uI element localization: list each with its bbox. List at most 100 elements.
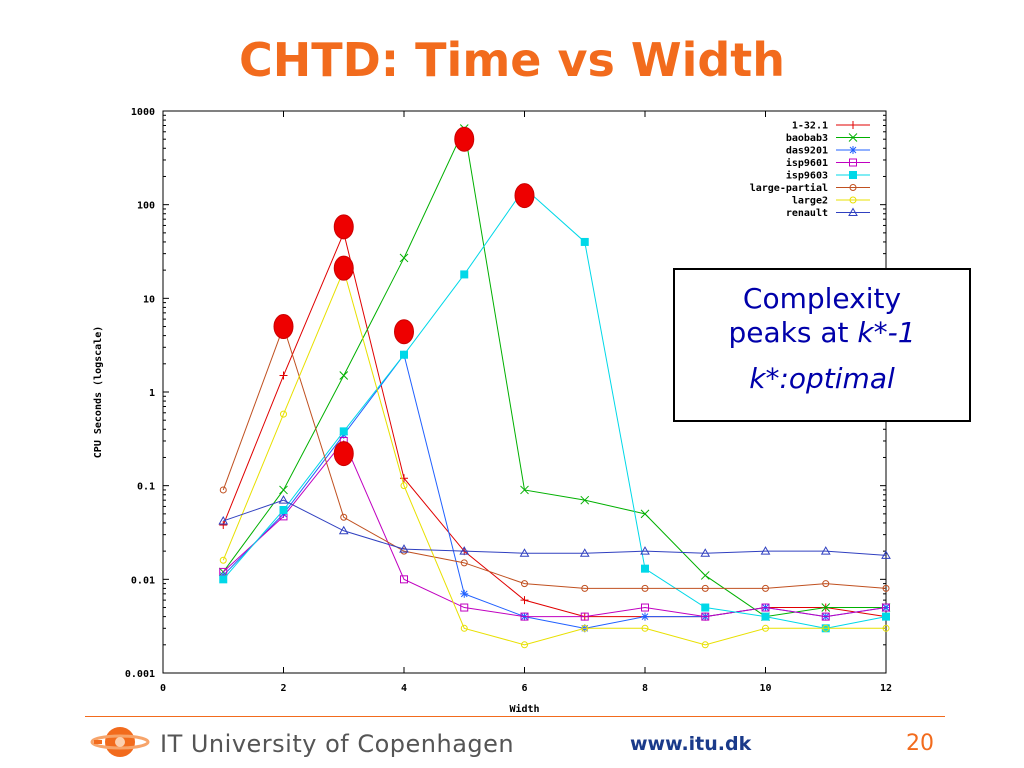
legend-marker bbox=[849, 121, 857, 129]
data-point bbox=[339, 427, 348, 436]
data-point bbox=[400, 350, 408, 359]
legend-label: das9201 bbox=[786, 146, 828, 157]
callout-line-2-italic: k*-1 bbox=[857, 316, 916, 349]
y-tick-label: 0.1 bbox=[137, 482, 155, 493]
legend-marker bbox=[848, 133, 858, 142]
x-tick-label: 10 bbox=[759, 683, 771, 694]
legend-label: isp9601 bbox=[786, 157, 828, 169]
data-point bbox=[579, 548, 590, 557]
data-point bbox=[460, 603, 469, 612]
data-point bbox=[581, 584, 589, 592]
callout-line-2: peaks at k*-1 bbox=[675, 316, 969, 350]
data-point bbox=[760, 546, 771, 555]
data-point bbox=[339, 371, 349, 380]
data-point bbox=[581, 624, 589, 632]
x-tick-label: 4 bbox=[401, 683, 407, 694]
data-point bbox=[881, 550, 891, 559]
series-renault bbox=[218, 495, 891, 559]
x-tick-label: 12 bbox=[880, 683, 892, 694]
y-tick-label: 100 bbox=[137, 201, 155, 212]
series-line bbox=[222, 268, 886, 646]
data-point bbox=[520, 612, 529, 621]
data-point bbox=[219, 575, 228, 584]
legend-label: large-partial bbox=[750, 182, 828, 194]
page-number: 20 bbox=[906, 731, 934, 756]
data-point bbox=[279, 505, 288, 514]
data-point bbox=[219, 556, 227, 564]
data-point bbox=[340, 513, 348, 521]
callout-line-3: k*:optimal bbox=[749, 362, 895, 395]
x-tick-label: 6 bbox=[521, 683, 527, 694]
data-point bbox=[882, 584, 890, 592]
series-large-partial bbox=[219, 323, 890, 592]
data-point bbox=[640, 546, 650, 555]
data-point bbox=[219, 521, 228, 530]
peak-marker bbox=[514, 183, 535, 209]
data-point bbox=[580, 237, 589, 246]
y-axis-label: CPU Seconds (logscale) bbox=[93, 326, 104, 458]
data-point bbox=[400, 474, 408, 483]
callout-line-1: Complexity bbox=[742, 282, 902, 315]
x-axis-label: Width bbox=[509, 703, 539, 715]
legend-label: renault bbox=[786, 208, 828, 219]
data-point bbox=[519, 548, 530, 557]
data-point bbox=[641, 612, 649, 621]
peak-marker bbox=[273, 314, 294, 340]
legend-marker bbox=[849, 184, 857, 191]
data-point bbox=[641, 564, 649, 573]
data-point bbox=[520, 485, 529, 495]
data-point bbox=[761, 612, 770, 621]
x-tick-label: 8 bbox=[642, 683, 648, 694]
data-point bbox=[459, 546, 470, 555]
data-point bbox=[822, 624, 830, 632]
data-point bbox=[278, 495, 289, 504]
data-point bbox=[820, 546, 831, 555]
peak-marker bbox=[333, 255, 354, 281]
data-point bbox=[219, 486, 227, 494]
y-tick-label: 1 bbox=[149, 388, 155, 399]
y-tick-label: 1000 bbox=[131, 107, 155, 118]
series-large2 bbox=[219, 266, 890, 649]
series-line bbox=[222, 187, 887, 629]
itu-logo-icon bbox=[90, 727, 150, 757]
data-point bbox=[580, 495, 590, 505]
data-point bbox=[700, 548, 711, 557]
legend-marker bbox=[849, 171, 857, 179]
footer-url-link[interactable]: www.itu.dk bbox=[630, 733, 752, 755]
legend-label: baobab3 bbox=[786, 133, 828, 144]
data-point bbox=[580, 612, 589, 621]
data-point bbox=[762, 584, 769, 592]
series-line bbox=[223, 499, 887, 556]
data-point bbox=[762, 624, 769, 632]
footer-org-name: IT University of Copenhagen bbox=[160, 730, 515, 758]
data-point bbox=[400, 482, 408, 490]
series-line bbox=[222, 324, 887, 589]
data-point bbox=[701, 603, 710, 612]
data-point bbox=[460, 589, 469, 598]
complexity-callout-box: Complexity peaks at k*-1 k*:optimal bbox=[673, 268, 971, 422]
data-point bbox=[641, 603, 649, 612]
legend-marker bbox=[849, 146, 857, 154]
data-point bbox=[399, 253, 409, 263]
data-point bbox=[701, 584, 709, 592]
data-point bbox=[400, 575, 408, 584]
legend-marker bbox=[849, 196, 857, 204]
legend-label: isp9603 bbox=[786, 170, 828, 182]
data-point bbox=[218, 515, 229, 525]
data-point bbox=[279, 485, 288, 495]
y-tick-label: 10 bbox=[143, 294, 155, 305]
data-point bbox=[460, 559, 468, 567]
data-point bbox=[822, 580, 830, 588]
data-point bbox=[761, 603, 770, 612]
data-point bbox=[521, 580, 528, 588]
data-point bbox=[882, 624, 890, 632]
data-point bbox=[280, 410, 287, 418]
data-point bbox=[882, 603, 890, 612]
series-line bbox=[222, 126, 886, 618]
data-point bbox=[338, 525, 349, 535]
data-point bbox=[640, 509, 650, 519]
legend-label: 1-32.1 bbox=[792, 121, 828, 132]
series-line bbox=[222, 440, 887, 618]
legend-label: large2 bbox=[792, 196, 828, 207]
peak-marker bbox=[333, 441, 354, 467]
